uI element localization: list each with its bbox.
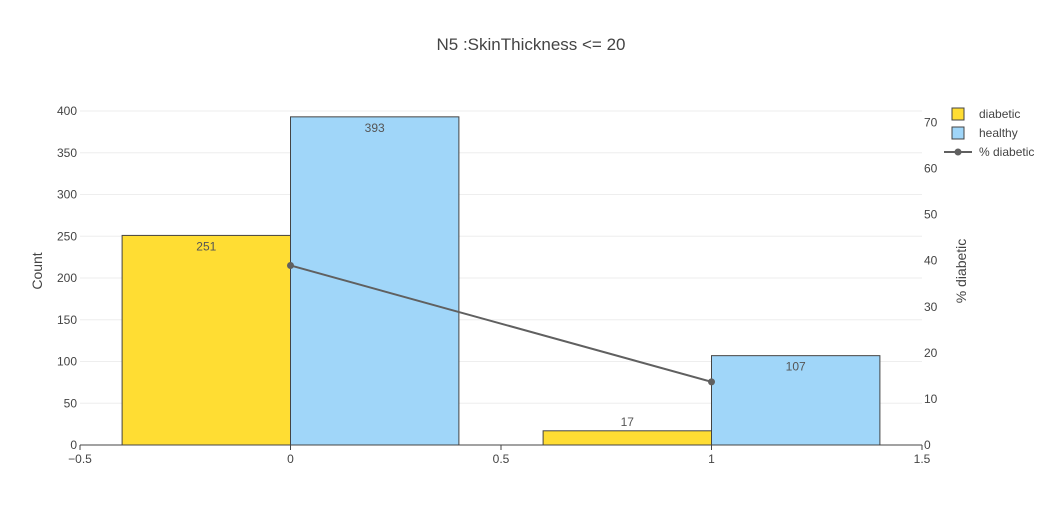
- line-point: [287, 261, 294, 269]
- bar-label-diabetic: 17: [621, 415, 635, 429]
- bar-healthy: [290, 116, 460, 446]
- x-tick-label: −0.5: [68, 452, 92, 466]
- bar-diabetic: [542, 430, 712, 446]
- legend-swatch-diabetic: [951, 107, 965, 121]
- y2-tick-label: 40: [924, 254, 938, 268]
- x-tick-label: 1: [708, 452, 715, 466]
- axes: 050100150200250300350400010203040506070−…: [57, 104, 938, 466]
- y-axis-title: Count: [29, 252, 45, 289]
- line-percent-diabetic: [290, 264, 712, 383]
- bars: 251 17 393 107: [121, 116, 881, 446]
- y-tick-label: 350: [57, 146, 77, 160]
- bar-label-healthy: 393: [365, 121, 385, 135]
- y2-tick-label: 20: [924, 346, 938, 360]
- x-tick-label: 0.5: [493, 452, 510, 466]
- bar-diabetic: [121, 234, 291, 446]
- legend-label: healthy: [979, 126, 1018, 140]
- y2-tick-label: 70: [924, 116, 938, 130]
- y-tick-label: 0: [70, 438, 77, 452]
- legend-label: diabetic: [979, 107, 1020, 121]
- y-tick-label: 300: [57, 188, 77, 202]
- y2-axis-title: % diabetic: [953, 239, 969, 304]
- y2-tick-label: 10: [924, 392, 938, 406]
- y2-tick-label: 30: [924, 300, 938, 314]
- y-tick-label: 150: [57, 313, 77, 327]
- y-tick-label: 200: [57, 271, 77, 285]
- y-tick-label: 250: [57, 229, 77, 243]
- line-series: [287, 261, 715, 386]
- x-tick-label: 1.5: [914, 452, 931, 466]
- y2-tick-label: 50: [924, 208, 938, 222]
- y2-tick-label: 0: [924, 438, 931, 452]
- y-tick-label: 100: [57, 355, 77, 369]
- chart-title: N5 :SkinThickness <= 20: [437, 35, 626, 54]
- y-tick-label: 50: [64, 396, 78, 410]
- line-point: [708, 378, 715, 386]
- bar-label-healthy: 107: [786, 360, 806, 374]
- legend-label: % diabetic: [979, 145, 1034, 159]
- bar-label-diabetic: 251: [196, 239, 216, 253]
- legend: diabetic healthy % diabetic: [944, 107, 1034, 159]
- legend-swatch-marker: [954, 148, 962, 156]
- y2-tick-label: 60: [924, 162, 938, 176]
- legend-swatch-healthy: [951, 126, 965, 140]
- y-tick-label: 400: [57, 104, 77, 118]
- x-tick-label: 0: [287, 452, 294, 466]
- bar-healthy: [711, 355, 881, 446]
